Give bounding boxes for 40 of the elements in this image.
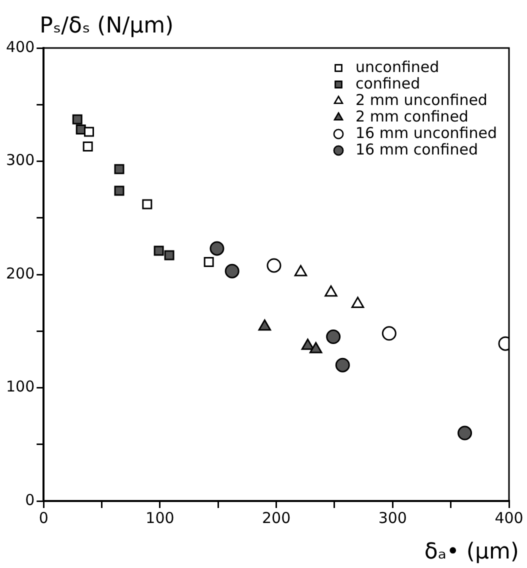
- point: [266, 258, 282, 273]
- point: [114, 164, 124, 174]
- legend-label: 2 mm confined: [356, 107, 468, 126]
- legend-label: confined: [356, 74, 420, 92]
- y-axis-title: Pₛ/δₛ (N/μm): [40, 14, 174, 39]
- legend-label: 16 mm confined: [356, 140, 478, 158]
- point: [224, 264, 240, 278]
- y-tick-label: 300: [6, 151, 35, 170]
- point: [114, 186, 124, 196]
- point: [351, 296, 364, 308]
- point: [326, 330, 341, 344]
- y-tick-label: 400: [6, 38, 35, 56]
- point: [72, 114, 82, 124]
- x-axis-title: δₐ• (μm): [424, 540, 519, 565]
- x-tick-label: 100: [146, 508, 174, 527]
- point: [84, 126, 94, 137]
- point: [458, 426, 472, 440]
- point: [335, 358, 350, 372]
- point: [382, 326, 396, 341]
- point: [210, 241, 224, 256]
- legend-label: 2 mm unconfined: [356, 90, 488, 109]
- point: [142, 199, 152, 210]
- point: [154, 246, 164, 256]
- legend-label: unconfined: [356, 58, 440, 76]
- point: [309, 342, 322, 354]
- y-tick-label: 200: [6, 264, 35, 282]
- x-tick-label: 0: [38, 508, 48, 527]
- point: [301, 338, 314, 350]
- x-tick-label: 300: [378, 508, 407, 527]
- y-tick-label: 100: [6, 378, 35, 396]
- point: [294, 264, 308, 276]
- point: [258, 319, 272, 331]
- x-tick-label: 400: [494, 508, 524, 527]
- point: [164, 250, 174, 260]
- point: [324, 285, 338, 297]
- point: [204, 257, 214, 268]
- point: [82, 142, 93, 152]
- y-tick-label: 0: [25, 490, 35, 509]
- x-tick-label: 200: [262, 508, 291, 527]
- legend-label: 16 mm unconfined: [356, 124, 498, 142]
